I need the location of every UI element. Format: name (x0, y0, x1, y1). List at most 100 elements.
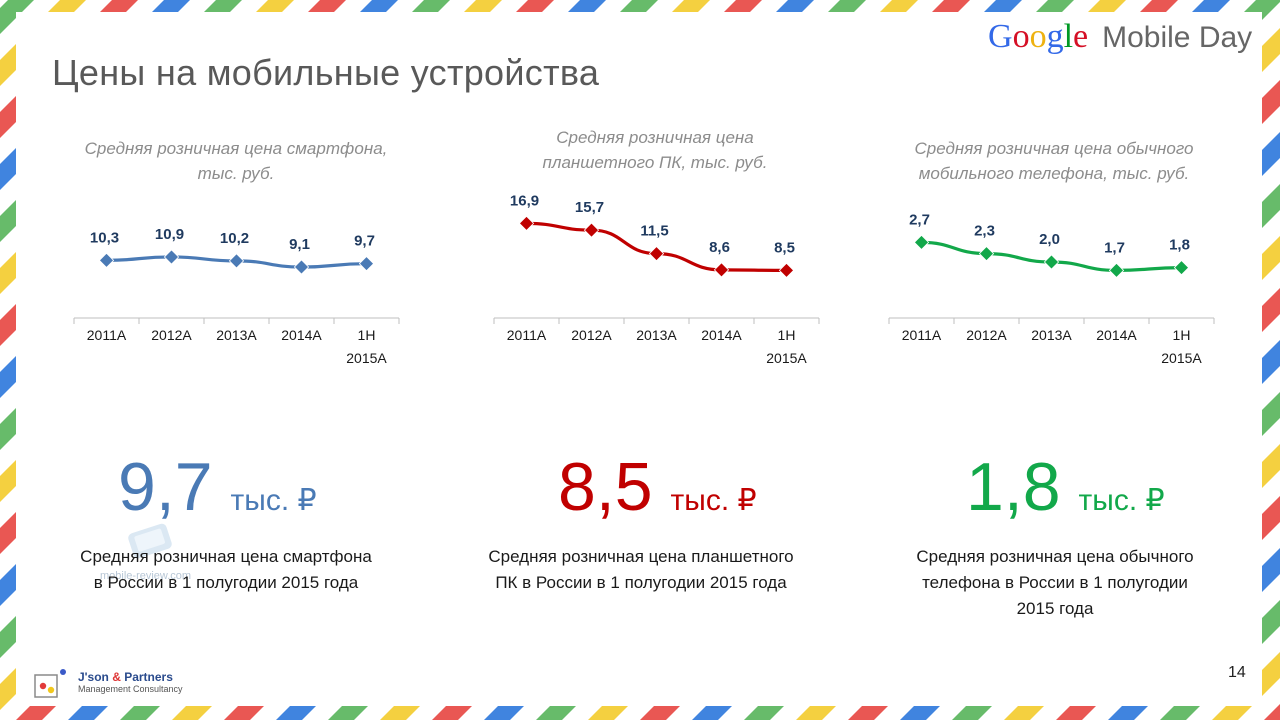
data-point (518, 215, 535, 231)
data-label: 16,9 (510, 192, 539, 209)
data-point (713, 262, 730, 278)
data-point (228, 253, 245, 269)
google-letter: l (1063, 18, 1074, 55)
caption-line: Средняя розничная цена обычного (916, 547, 1194, 566)
watermark-text: mobile-review.com (100, 570, 192, 582)
data-label: 1,8 (1169, 237, 1190, 254)
slide-canvas (16, 12, 1262, 706)
x-tick-label: 2011A (507, 327, 547, 343)
chart-title-line1: Средняя розничная цена обычного (914, 139, 1194, 158)
google-letter: G (988, 18, 1013, 55)
chart-title-line2: мобильного телефона, тыс. руб. (918, 164, 1190, 183)
highlight-unit: тыс. ₽ (230, 484, 317, 517)
jp-logo-icon (34, 669, 66, 698)
x-tick-label: 2014A (701, 327, 742, 343)
logo-subtitle: Management Consultancy (78, 684, 183, 694)
data-point (163, 249, 180, 265)
chart-1: 16,9 15,7 11,5 8,6 8,5 2011A 2012A 2013A 2014A 1H… (493, 192, 820, 366)
x-tick-label: 2012A (571, 327, 612, 343)
x-tick-label: 2015A (346, 350, 387, 366)
chart-title-tablet: Средняя розничная цена планшетного ПК, т… (465, 125, 845, 175)
google-letter: e (1073, 18, 1089, 55)
chart-title-line2: планшетного ПК, тыс. руб. (542, 153, 768, 172)
highlight-tablet: 8,5 тыс. ₽ (558, 448, 757, 526)
google-mobile-day-logo: Google Mobile Day (988, 18, 1252, 58)
watermark-phone-icon (128, 523, 172, 559)
chart-title-smartphone: Средняя розничная цена смартфона, тыс. р… (46, 136, 426, 186)
highlight-unit: тыс. ₽ (1078, 484, 1165, 517)
data-point (293, 259, 310, 275)
jp-logo: J'son & Partners Management Consultancy (34, 668, 183, 698)
x-tick-label: 1H (358, 327, 376, 343)
caption-line: Средняя розничная цена планшетного (488, 547, 794, 566)
highlight-value: 8,5 (558, 449, 653, 525)
x-tick-label: 2012A (966, 327, 1007, 343)
chart-title-line1: Средняя розничная цена смартфона, (84, 139, 388, 158)
data-label: 11,5 (640, 223, 668, 240)
jp-logo-text: J'son & Partners Management Consultancy (78, 671, 183, 695)
x-tick-label: 2013A (636, 327, 677, 343)
caption-tablet: Средняя розничная цена планшетного ПК в … (451, 544, 831, 596)
data-label: 10,3 (90, 229, 119, 246)
chart-title-line2: тыс. руб. (197, 164, 275, 183)
data-point (1173, 259, 1190, 276)
data-label: 10,2 (220, 230, 249, 247)
data-point (778, 262, 795, 279)
x-tick-label: 2014A (281, 327, 322, 343)
data-label: 2,3 (974, 223, 995, 240)
data-label: 1,7 (1104, 239, 1125, 256)
highlight-feature-phone: 1,8 тыс. ₽ (966, 448, 1165, 526)
x-tick-label: 2013A (216, 327, 257, 343)
chart-title-feature-phone: Средняя розничная цена обычного мобильно… (864, 136, 1244, 186)
x-tick-label: 2015A (766, 350, 807, 366)
event-name: Mobile Day (1102, 21, 1253, 54)
highlight-smartphone: 9,7 тыс. ₽ (118, 448, 317, 526)
data-point (358, 256, 375, 272)
google-letter: o (1012, 18, 1030, 55)
caption-line: ПК в России в 1 полугодии 2015 года (495, 573, 787, 592)
caption-smartphone: Средняя розничная цена смартфона в Росси… (36, 544, 416, 596)
highlight-value: 1,8 (966, 449, 1061, 525)
page-title: Цены на мобильные устройства (52, 52, 600, 93)
caption-line: в России в 1 полугодии 2015 года (93, 573, 359, 592)
data-label: 9,1 (289, 236, 310, 253)
chart-2: 2,7 2,3 2,0 1,7 1,8 2011A 2012A 2013A 2014A 1H 201… (888, 211, 1215, 366)
data-point (583, 222, 600, 238)
google-wordmark: Google (988, 18, 1088, 56)
data-label: 15,7 (575, 199, 604, 216)
caption-line: телефона в России в 1 полугодии (922, 573, 1188, 592)
data-point (98, 252, 115, 268)
x-tick-label: 2011A (87, 327, 127, 343)
caption-line: 2015 года (1016, 599, 1094, 618)
data-point (913, 234, 930, 251)
x-tick-label: 2013A (1031, 327, 1072, 343)
x-tick-label: 2015A (1161, 350, 1202, 366)
chart-0: 10,3 10,9 10,2 9,1 9,7 2011A 2012A 2013A 2014A 1H… (73, 226, 400, 366)
x-tick-label: 2011A (902, 327, 942, 343)
data-label: 8,5 (774, 239, 795, 256)
data-label: 9,7 (354, 233, 375, 250)
border-stripe (1264, 704, 1280, 720)
data-label: 2,0 (1039, 231, 1060, 248)
x-tick-label: 2012A (151, 327, 192, 343)
x-tick-label: 1H (1173, 327, 1191, 343)
caption-line: Средняя розничная цена смартфона (80, 547, 372, 566)
data-label: 10,9 (155, 226, 184, 243)
highlight-value: 9,7 (118, 449, 213, 525)
data-point (648, 245, 665, 262)
caption-feature-phone: Средняя розничная цена обычного телефона… (865, 544, 1245, 622)
highlight-unit: тыс. ₽ (670, 484, 757, 517)
google-letter: o (1029, 18, 1047, 55)
data-point (978, 245, 995, 262)
page-number: 14 (1228, 664, 1246, 681)
logo-name: J'son & Partners (78, 670, 173, 684)
chart-title-line1: Средняя розничная цена (556, 128, 754, 147)
data-label: 8,6 (709, 239, 730, 256)
data-label: 2,7 (909, 211, 930, 228)
x-tick-label: 2014A (1096, 327, 1137, 343)
data-point (1108, 262, 1125, 279)
google-letter: g (1046, 18, 1064, 55)
data-point (1043, 254, 1060, 270)
